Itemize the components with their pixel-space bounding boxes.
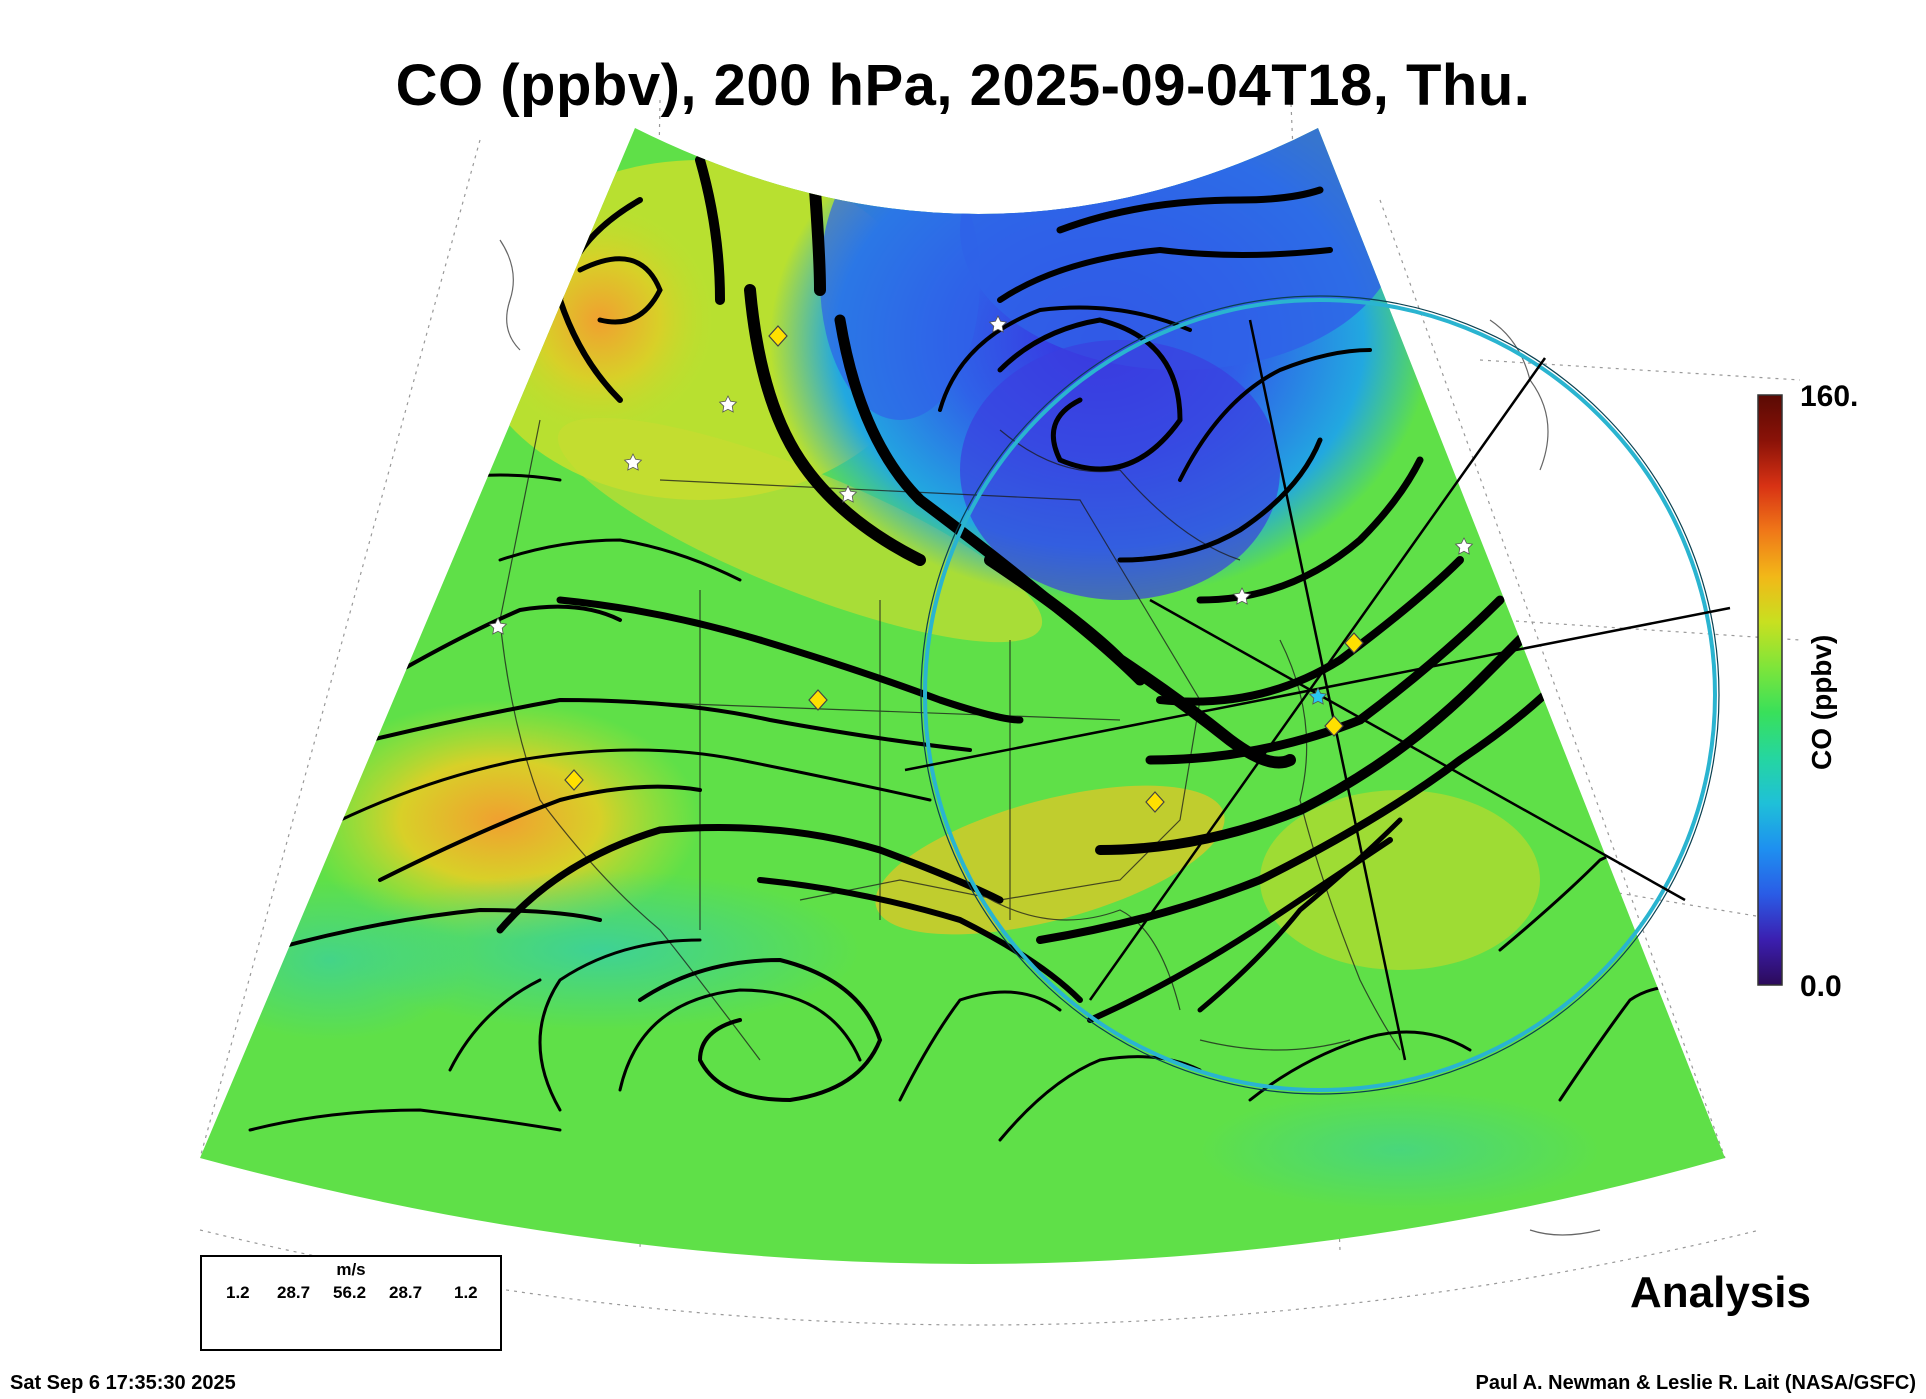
wind-legend-value: 28.7 bbox=[277, 1283, 311, 1302]
wind-legend-value: 56.2 bbox=[333, 1283, 367, 1302]
page-title: CO (ppbv), 200 hPa, 2025-09-04T18, Thu. bbox=[395, 53, 1531, 118]
star-marker bbox=[488, 617, 508, 635]
co-field bbox=[200, 128, 1725, 1264]
station-diamonds bbox=[564, 325, 1364, 813]
star-marker bbox=[718, 395, 738, 413]
colorbar bbox=[1757, 394, 1783, 986]
colorbar-ramp bbox=[1757, 394, 1783, 986]
diamond-marker bbox=[564, 769, 584, 791]
range-circle bbox=[923, 298, 1717, 1092]
diamond-marker bbox=[1324, 715, 1344, 737]
diamond-marker bbox=[808, 689, 828, 711]
wind-speed-legend: m/s 1.2 28.7 56.2 28.7 1.2 bbox=[200, 1255, 502, 1351]
wind-legend-value: 1.2 bbox=[454, 1283, 478, 1302]
colorbar-min-label: 0.0 bbox=[1800, 970, 1842, 1003]
star-marker bbox=[988, 315, 1008, 333]
star-marker bbox=[1308, 687, 1328, 705]
wind-streamlines bbox=[248, 155, 1702, 1142]
wind-legend-value: 1.2 bbox=[226, 1283, 250, 1302]
star-marker bbox=[623, 453, 643, 471]
wind-legend-units: m/s bbox=[336, 1260, 366, 1279]
colorbar-title: CO (ppbv) bbox=[1806, 634, 1837, 770]
colorbar-max-label: 160. bbox=[1800, 380, 1859, 413]
diamond-marker bbox=[768, 325, 788, 347]
analysis-label: Analysis bbox=[1630, 1268, 1811, 1317]
wind-legend-value: 28.7 bbox=[389, 1283, 423, 1302]
star-marker bbox=[1454, 537, 1474, 555]
star-marker bbox=[1232, 587, 1252, 605]
diamond-marker bbox=[1145, 791, 1165, 813]
station-stars bbox=[488, 315, 1474, 705]
star-marker bbox=[838, 485, 858, 503]
credit-line: Paul A. Newman & Leslie R. Lait (NASA/GS… bbox=[1475, 1372, 1916, 1394]
diamond-marker bbox=[1344, 632, 1364, 654]
timestamp: Sat Sep 6 17:35:30 2025 bbox=[10, 1372, 236, 1394]
